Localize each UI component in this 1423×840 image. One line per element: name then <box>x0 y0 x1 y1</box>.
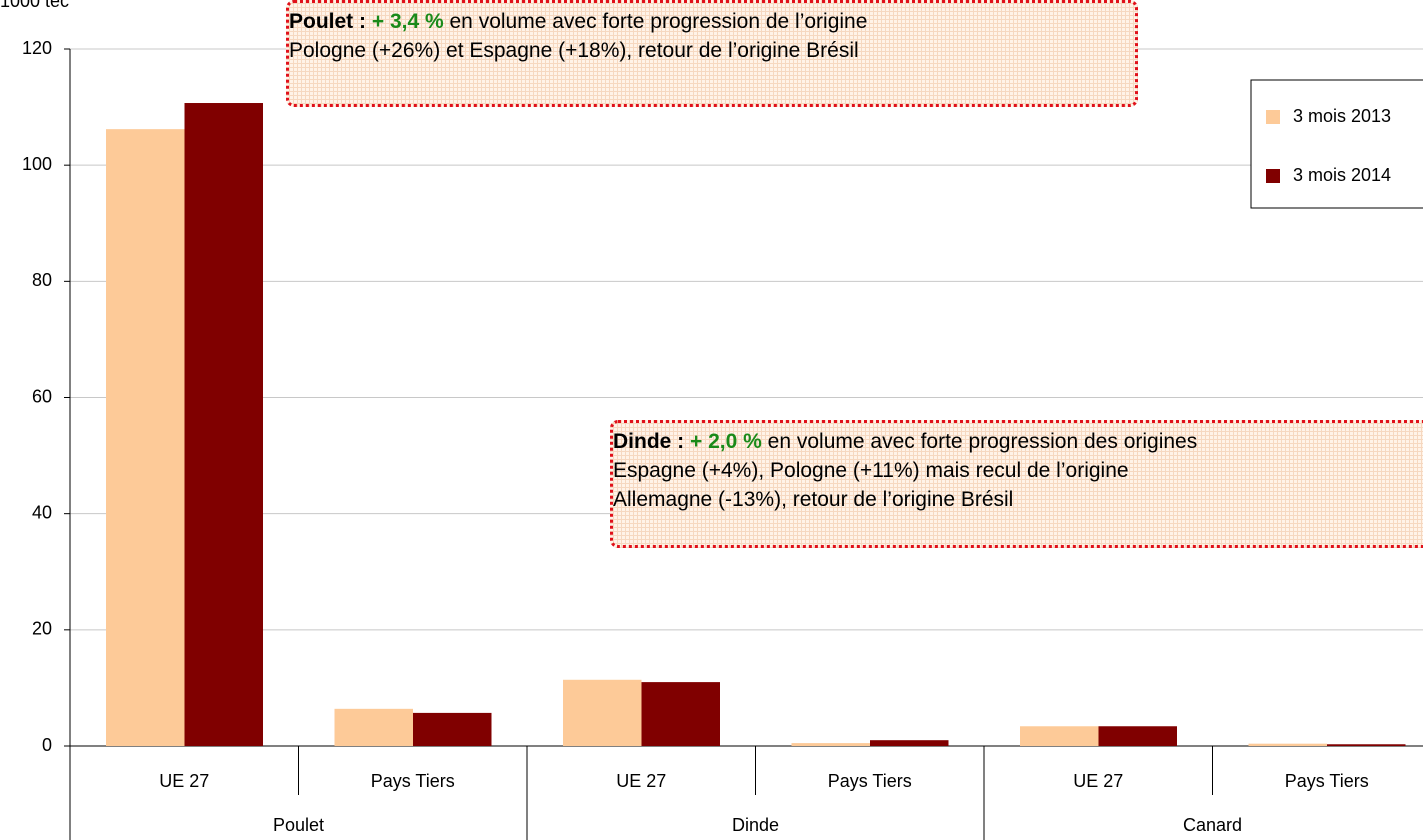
annotation-text: Pologne (+26%) et Espagne (+18%), retour… <box>289 39 859 62</box>
bar <box>870 740 949 746</box>
bar <box>184 103 263 746</box>
bar <box>413 712 492 746</box>
bar <box>106 129 185 746</box>
y-axis-label: 1000 tec <box>0 0 69 11</box>
x-tick-label: UE 27 <box>1073 771 1123 791</box>
legend-swatch <box>1266 169 1280 183</box>
annotation-change: + 3,4 % <box>371 10 444 33</box>
group-label: Dinde <box>732 815 779 835</box>
annotation-change: + 2,0 % <box>690 430 762 453</box>
bar <box>791 743 870 746</box>
x-tick-label: UE 27 <box>616 771 666 791</box>
bar <box>1248 743 1327 746</box>
legend-label: 3 mois 2014 <box>1293 165 1391 185</box>
y-tick-label: 60 <box>32 386 52 406</box>
legend-label: 3 mois 2013 <box>1293 106 1391 126</box>
legend-swatch <box>1266 110 1280 124</box>
bar <box>1327 744 1406 746</box>
group-label: Canard <box>1183 815 1242 835</box>
y-tick-label: 0 <box>42 735 52 755</box>
x-tick-label: Pays Tiers <box>828 771 912 791</box>
x-tick-label: Pays Tiers <box>371 771 455 791</box>
annotation-text: Espagne (+4%), Pologne (+11%) mais recul… <box>613 459 1129 482</box>
annotation-text: Allemagne (-13%), retour de l’origine Br… <box>613 488 1014 511</box>
annotation-label: Poulet : <box>289 10 366 33</box>
y-tick-label: 120 <box>22 38 52 58</box>
annotation-text: en volume avec forte progression des ori… <box>767 430 1198 453</box>
legend-box <box>1250 79 1423 209</box>
x-tick-label: Pays Tiers <box>1285 771 1369 791</box>
bar <box>641 682 720 746</box>
bar <box>1098 726 1177 746</box>
y-tick-label: 100 <box>22 154 52 174</box>
bar <box>1020 726 1099 746</box>
annotation-label: Dinde : <box>613 430 685 453</box>
x-tick-label: UE 27 <box>159 771 209 791</box>
bar <box>563 679 642 746</box>
annotation: Dinde : + 2,0 % en volume avec forte pro… <box>610 420 1423 548</box>
group-label: Poulet <box>273 815 324 835</box>
y-tick-label: 80 <box>32 270 52 290</box>
bar <box>334 708 413 746</box>
y-tick-label: 40 <box>32 502 52 522</box>
annotation: Poulet : + 3,4 % en volume avec forte pr… <box>286 0 1138 107</box>
annotation-text: en volume avec forte progression de l’or… <box>449 10 868 33</box>
y-tick-label: 20 <box>32 619 52 639</box>
